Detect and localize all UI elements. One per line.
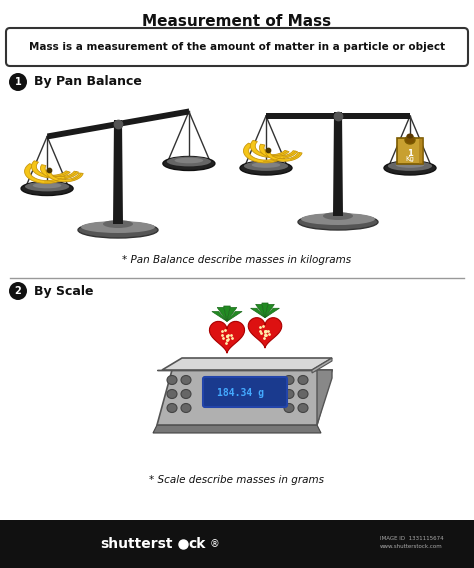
- Text: Kg: Kg: [406, 156, 414, 162]
- Ellipse shape: [405, 136, 415, 144]
- FancyBboxPatch shape: [203, 377, 287, 407]
- Ellipse shape: [103, 220, 133, 228]
- Ellipse shape: [284, 403, 294, 412]
- Ellipse shape: [298, 390, 308, 399]
- Text: 1: 1: [15, 77, 21, 87]
- Polygon shape: [162, 358, 332, 370]
- Polygon shape: [227, 311, 242, 321]
- Polygon shape: [262, 303, 268, 318]
- Ellipse shape: [407, 133, 413, 139]
- Polygon shape: [31, 161, 70, 178]
- Polygon shape: [227, 307, 237, 321]
- Ellipse shape: [167, 157, 211, 166]
- Polygon shape: [46, 170, 83, 182]
- Polygon shape: [419, 138, 423, 164]
- Ellipse shape: [181, 390, 191, 399]
- Polygon shape: [259, 144, 298, 158]
- Ellipse shape: [78, 222, 158, 238]
- Ellipse shape: [301, 213, 375, 225]
- Ellipse shape: [181, 375, 191, 385]
- Text: www.shutterstock.com: www.shutterstock.com: [380, 545, 443, 549]
- Text: Mass is a measurement of the amount of matter in a particle or object: Mass is a measurement of the amount of m…: [29, 42, 445, 52]
- Text: ®: ®: [210, 539, 220, 549]
- Circle shape: [9, 73, 27, 91]
- Polygon shape: [312, 358, 332, 373]
- Ellipse shape: [163, 157, 215, 170]
- Polygon shape: [244, 143, 282, 163]
- Polygon shape: [224, 306, 230, 321]
- Ellipse shape: [167, 403, 177, 412]
- Ellipse shape: [298, 403, 308, 412]
- Polygon shape: [153, 425, 321, 433]
- Polygon shape: [265, 308, 279, 318]
- Text: 1: 1: [407, 148, 413, 157]
- Polygon shape: [251, 308, 265, 318]
- Polygon shape: [47, 108, 189, 140]
- FancyBboxPatch shape: [6, 28, 468, 66]
- Ellipse shape: [167, 375, 177, 385]
- Ellipse shape: [388, 161, 432, 171]
- Ellipse shape: [396, 162, 424, 168]
- Ellipse shape: [298, 214, 378, 230]
- Ellipse shape: [252, 162, 280, 168]
- Ellipse shape: [25, 182, 69, 191]
- Polygon shape: [265, 304, 274, 318]
- Ellipse shape: [323, 212, 353, 220]
- Polygon shape: [210, 321, 245, 353]
- FancyBboxPatch shape: [397, 138, 423, 164]
- Polygon shape: [317, 370, 332, 425]
- Polygon shape: [40, 165, 79, 179]
- Ellipse shape: [167, 390, 177, 399]
- Ellipse shape: [384, 161, 436, 175]
- Ellipse shape: [240, 161, 292, 175]
- Ellipse shape: [284, 390, 294, 399]
- Text: By Pan Balance: By Pan Balance: [34, 76, 142, 89]
- Polygon shape: [25, 164, 64, 183]
- Text: ck: ck: [188, 537, 205, 551]
- Ellipse shape: [298, 375, 308, 385]
- Polygon shape: [248, 318, 282, 348]
- Text: shutterst: shutterst: [100, 537, 173, 551]
- Polygon shape: [113, 120, 123, 224]
- Polygon shape: [217, 307, 227, 321]
- Ellipse shape: [81, 221, 155, 233]
- Ellipse shape: [174, 158, 203, 163]
- Text: By Scale: By Scale: [34, 285, 93, 298]
- Ellipse shape: [33, 183, 62, 189]
- Text: * Pan Balance describe masses in kilograms: * Pan Balance describe masses in kilogra…: [122, 255, 352, 265]
- Text: * Scale describe masses in grams: * Scale describe masses in grams: [149, 475, 325, 485]
- Polygon shape: [333, 112, 343, 216]
- Text: Measurement of Mass: Measurement of Mass: [143, 15, 331, 30]
- Polygon shape: [212, 311, 227, 321]
- Ellipse shape: [244, 161, 288, 171]
- Ellipse shape: [21, 182, 73, 195]
- Ellipse shape: [181, 403, 191, 412]
- Polygon shape: [265, 149, 302, 161]
- Polygon shape: [255, 304, 265, 318]
- Text: 2: 2: [15, 286, 21, 296]
- Bar: [0, 520, 474, 568]
- Polygon shape: [157, 370, 332, 425]
- Ellipse shape: [284, 375, 294, 385]
- Circle shape: [9, 282, 27, 300]
- Text: IMAGE ID  1331115674: IMAGE ID 1331115674: [380, 536, 444, 541]
- Text: 184.34 g: 184.34 g: [218, 388, 264, 398]
- Polygon shape: [266, 113, 410, 119]
- Polygon shape: [250, 140, 289, 157]
